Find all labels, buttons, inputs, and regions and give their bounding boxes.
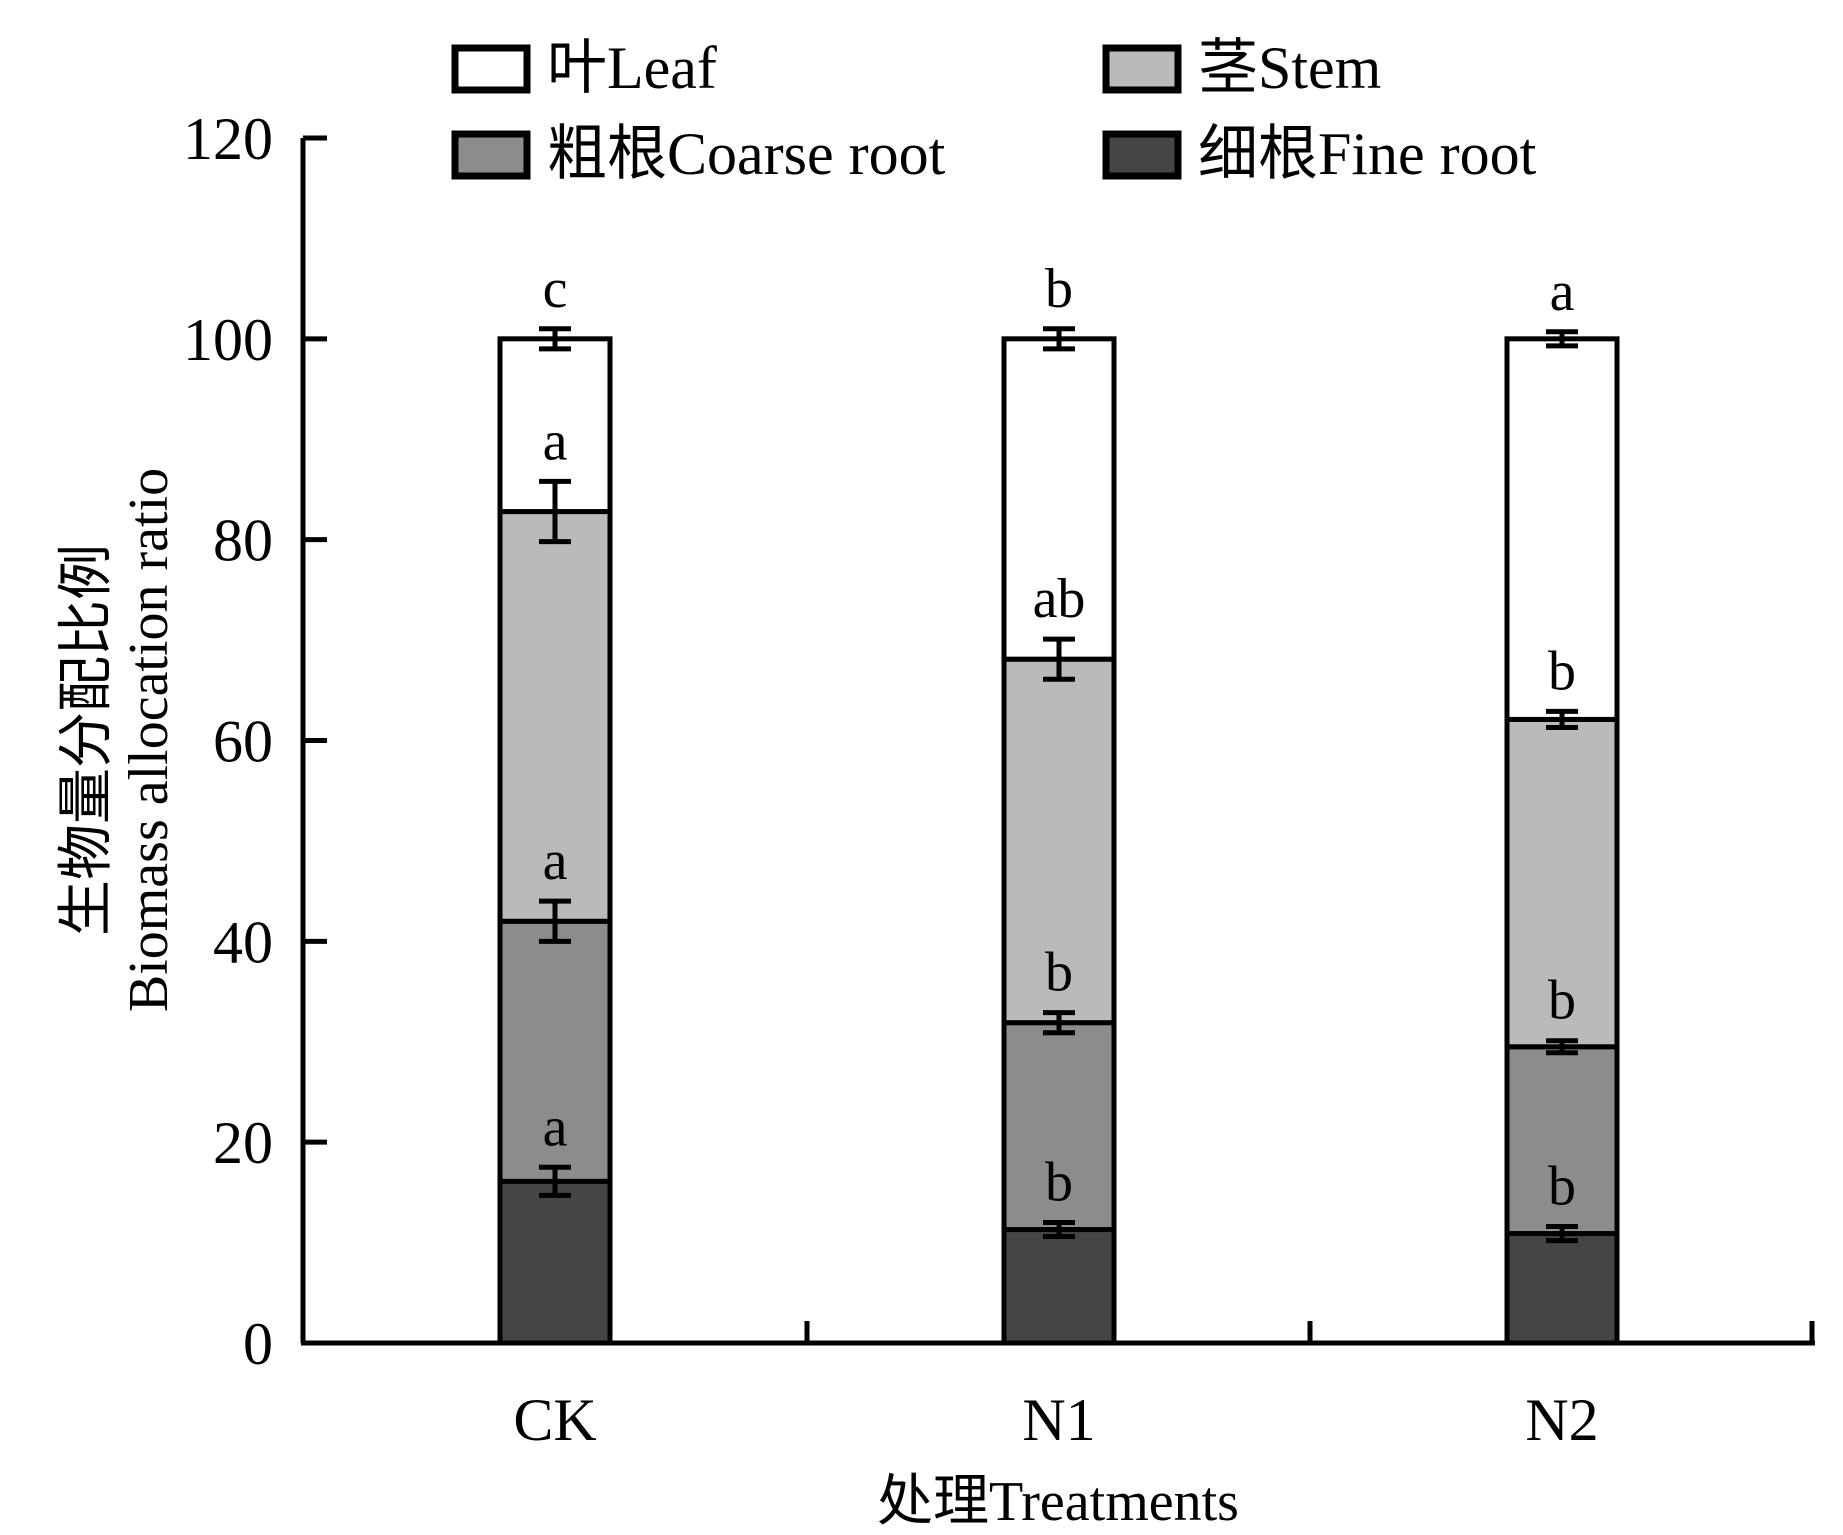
bar-segment <box>1504 1231 1620 1346</box>
bar-segment <box>1504 336 1620 722</box>
legend-swatch <box>1102 130 1182 180</box>
bar-segment <box>497 1178 613 1346</box>
legend-swatch <box>451 44 531 94</box>
x-tick-label: N2 <box>1525 1387 1598 1453</box>
legend-item: 茎Stem <box>1102 35 1381 101</box>
legend-swatch <box>1102 44 1182 94</box>
x-axis-title: 处理Treatments <box>877 1471 1239 1533</box>
x-tick-label: N1 <box>1022 1387 1095 1453</box>
axes: 0 20 40 60 80 100 120 CK N1 N2 <box>183 106 1815 1453</box>
bar-stack-ck: a a a c <box>497 258 613 1346</box>
bar-segment <box>1504 1044 1620 1237</box>
bar-segment <box>497 918 613 1184</box>
significance-letter: b <box>1548 640 1576 702</box>
y-tick-label: 0 <box>243 1311 273 1377</box>
y-tick-label: 20 <box>213 1110 273 1176</box>
significance-letter: b <box>1045 942 1073 1004</box>
legend-label: 细根Fine root <box>1198 121 1537 187</box>
significance-letter: b <box>1045 258 1073 320</box>
significance-letter: a <box>543 830 568 892</box>
x-tick-label: CK <box>513 1387 596 1453</box>
y-tick-label: 80 <box>213 508 273 574</box>
y-tick-label: 100 <box>183 307 273 373</box>
significance-letter: c <box>543 258 568 320</box>
bar-segment <box>1001 1227 1117 1346</box>
significance-letter: b <box>1045 1152 1073 1214</box>
significance-letter: b <box>1548 1156 1576 1218</box>
bar-segment <box>1504 716 1620 1050</box>
y-axis-title-line1: 生物量分配比例 <box>56 544 118 936</box>
y-tick-label: 40 <box>213 909 273 975</box>
legend-item: 叶Leaf <box>451 35 717 101</box>
bar-stack-n1: b b ab b <box>1001 258 1117 1346</box>
y-axis-title: 生物量分配比例 Biomass allocation ratio <box>56 468 180 1012</box>
legend-item: 细根Fine root <box>1102 121 1537 187</box>
bar-segment <box>497 509 613 924</box>
significance-letter: a <box>543 410 568 472</box>
y-axis-title-line2: Biomass allocation ratio <box>118 468 180 1012</box>
significance-letter: a <box>543 1096 568 1158</box>
significance-letter: b <box>1548 970 1576 1032</box>
legend-item: 粗根Coarse root <box>451 121 946 187</box>
legend-swatch <box>451 130 531 180</box>
legend-label: 粗根Coarse root <box>547 121 946 187</box>
legend: 叶Leaf 茎Stem 粗根Coarse root 细根Fine root <box>451 35 1537 187</box>
bars: a a a c b b ab b b b b a <box>497 258 1620 1346</box>
legend-label: 叶Leaf <box>547 35 717 101</box>
legend-label: 茎Stem <box>1198 35 1381 101</box>
bar-stack-n2: b b b a <box>1504 261 1620 1346</box>
y-tick-label: 60 <box>213 709 273 775</box>
significance-letter: ab <box>1033 568 1086 630</box>
y-tick-label: 120 <box>183 106 273 172</box>
significance-letter: a <box>1550 261 1575 323</box>
